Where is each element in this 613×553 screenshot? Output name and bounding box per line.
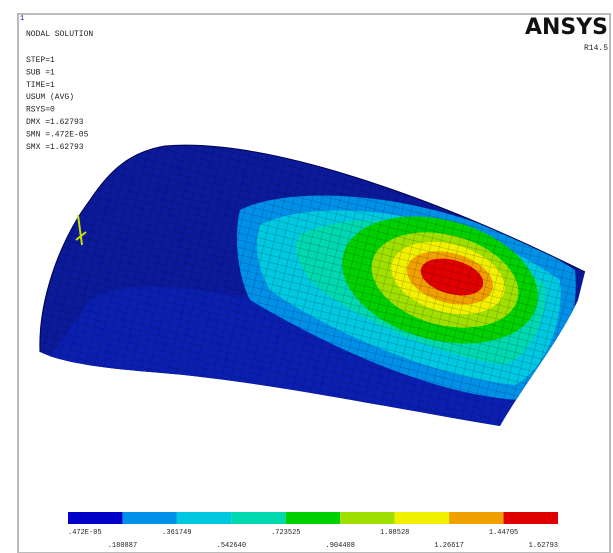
- info-line: RSYS=0: [26, 106, 55, 115]
- legend-swatch: [231, 512, 285, 524]
- info-line: USUM (AVG): [26, 93, 74, 102]
- legend-label: .723525: [271, 529, 300, 537]
- legend-swatch: [286, 512, 340, 524]
- info-line: STEP=1: [26, 56, 55, 65]
- legend-label: .542640: [217, 542, 246, 550]
- legend-swatch: [122, 512, 176, 524]
- info-line: SUB =1: [26, 68, 55, 77]
- legend-label: 1.08528: [380, 529, 409, 537]
- ansys-window: 1NODAL SOLUTION STEP=1 SUB =1 TIME=1 USUM (A…: [0, 0, 613, 553]
- legend-label: 1.26617: [434, 542, 463, 550]
- info-line: SMN =.472E-05: [26, 130, 89, 139]
- legend-swatch: [340, 512, 394, 524]
- legend-swatch: [395, 512, 449, 524]
- info-line: SMX =1.62793: [26, 143, 84, 152]
- legend-label: .904408: [326, 542, 355, 550]
- legend-swatch: [68, 512, 122, 524]
- legend-label: .361749: [162, 529, 191, 537]
- legend-label: 1.44705: [489, 529, 518, 537]
- info-line: TIME=1: [26, 81, 55, 90]
- legend-label: .180887: [108, 542, 137, 550]
- info-line: DMX =1.62793: [26, 118, 84, 127]
- legend-label: .472E-05: [68, 529, 102, 537]
- legend-swatch: [177, 512, 231, 524]
- release: R14.5: [584, 44, 608, 53]
- brand: ANSYS: [525, 15, 608, 40]
- legend-swatch: [449, 512, 503, 524]
- plot-title: NODAL SOLUTION: [26, 30, 93, 39]
- window-number: 1: [20, 15, 24, 23]
- legend-label: 1.62793: [529, 542, 558, 550]
- legend-swatch: [504, 512, 558, 524]
